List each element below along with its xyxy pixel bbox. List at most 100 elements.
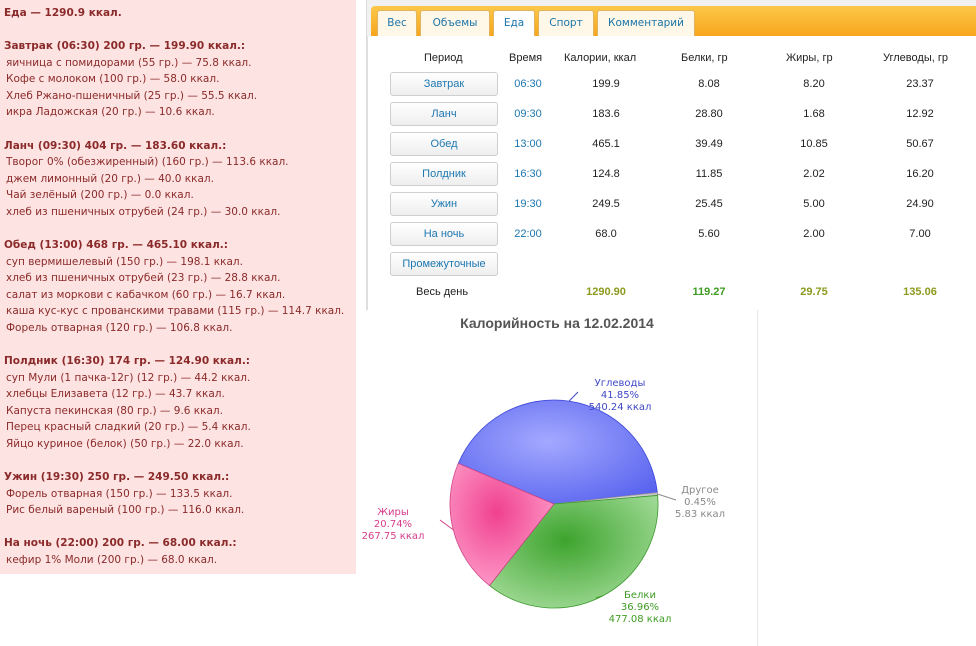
meal-title: Завтрак (06:30) 200 гр. — 199.90 ккал.: — [4, 40, 246, 53]
period-button-lunch[interactable]: Ланч — [390, 102, 498, 126]
leader-line-other — [657, 493, 677, 501]
tab-sport[interactable]: Спорт — [538, 10, 594, 36]
pie-slices — [449, 399, 659, 609]
meal-item: Перец красный сладкий (20 гр.) — 5.4 кка… — [6, 421, 251, 434]
food-summary: Еда — 1290.9 ккал. — [4, 7, 122, 19]
pie-slice-fat — [449, 462, 555, 587]
tabs-bar: Вес Объемы Еда Спорт Комментарий — [371, 6, 976, 36]
header-period: Период — [424, 52, 463, 64]
meal-item: хлеб из пшеничных отрубей (23 гр.) — 28.… — [6, 272, 281, 285]
pie-label-other-name: Другое — [681, 485, 719, 496]
carbs-cell: 7.00 — [909, 228, 931, 240]
calories-cell: 68.0 — [595, 228, 617, 240]
meal-item: яичница с помидорами (55 гр.) — 75.8 кка… — [6, 56, 252, 69]
tab-measurements[interactable]: Объемы — [420, 10, 490, 36]
meal-dinner: Обед (13:00) 468 гр. — 465.10 ккал.: суп… — [4, 237, 356, 336]
fat-cell: 2.00 — [803, 228, 825, 240]
meal-item: икра Ладожская (20 гр.) — 10.6 ккал. — [6, 106, 215, 119]
meal-item: Кофе с молоком (100 гр.) — 58.0 ккал. — [6, 73, 220, 86]
total-carbs: 135.06 — [903, 286, 937, 298]
protein-cell: 39.49 — [695, 138, 723, 150]
fat-cell: 8.20 — [803, 78, 825, 90]
pie-label-carbs-percent: 41.85% — [601, 390, 639, 401]
leader-line-protein — [595, 595, 604, 599]
carbs-cell: 12.92 — [906, 108, 934, 120]
meal-item: суп вермишелевый (150 гр.) — 198.1 ккал. — [6, 255, 243, 268]
fat-cell: 2.02 — [803, 168, 825, 180]
meal-lunch: Ланч (09:30) 404 гр. — 183.60 ккал.: Тво… — [4, 138, 356, 221]
meal-breakfast: Завтрак (06:30) 200 гр. — 199.90 ккал.: … — [4, 38, 356, 121]
meal-table: Период Время Калории, ккал Белки, гр Жир… — [367, 36, 976, 318]
calorie-pie-chart: Калорийность на 12.02.2014 Углеводы41.85… — [362, 315, 725, 625]
total-label: Весь день — [416, 286, 469, 298]
calories-cell: 124.8 — [592, 168, 620, 180]
time-cell: 19:30 — [514, 198, 542, 210]
pie-label-protein-percent: 36.96% — [621, 602, 659, 613]
leader-line-fat — [439, 519, 454, 531]
meal-item: хлеб из пшеничных отрубей (24 гр.) — 30.… — [6, 205, 281, 218]
carbs-cell: 50.67 — [906, 138, 934, 150]
time-cell: 09:30 — [514, 108, 542, 120]
meal-item: Рис белый вареный (100 гр.) — 116.0 ккал… — [6, 504, 245, 517]
period-button-breakfast[interactable]: Завтрак — [390, 72, 498, 96]
header-carbs: Углеводы, гр — [883, 52, 948, 64]
nutrition-panel: Вес Объемы Еда Спорт Комментарий Период … — [366, 0, 976, 318]
meal-item: Яйцо куриное (белок) (50 гр.) — 22.0 кка… — [6, 437, 244, 450]
meal-item: кефир 1% Моли (200 гр.) — 68.0 ккал. — [6, 553, 218, 566]
header-time: Время — [509, 52, 543, 64]
meal-title: Ланч (09:30) 404 гр. — 183.60 ккал.: — [4, 139, 227, 152]
protein-cell: 5.60 — [698, 228, 720, 240]
leader-line-carbs — [568, 391, 579, 402]
carbs-cell: 23.37 — [906, 78, 934, 90]
meal-item: джем лимонный (20 гр.) — 40.0 ккал. — [6, 172, 214, 185]
tab-food[interactable]: Еда — [493, 10, 535, 36]
time-cell: 16:30 — [514, 168, 542, 180]
pie-label-fat-kcal: 267.75 ккал — [362, 531, 425, 542]
period-button-night[interactable]: На ночь — [390, 222, 498, 246]
pie-label-protein-name: Белки — [624, 590, 656, 601]
meal-item: хлебцы Елизавета (12 гр.) — 43.7 ккал. — [6, 388, 225, 401]
meal-item: Чай зелёный (200 гр.) — 0.0 ккал. — [6, 189, 194, 202]
carbs-cell: 16.20 — [906, 168, 934, 180]
fat-cell: 5.00 — [803, 198, 825, 210]
pie-label-other-percent: 0.45% — [684, 497, 716, 508]
pie-label-carbs-name: Углеводы — [595, 378, 646, 389]
meal-night: На ночь (22:00) 200 гр. — 68.00 ккал.: к… — [4, 535, 356, 568]
chart-title: Калорийность на 12.02.2014 — [460, 315, 654, 331]
pie-label-protein-kcal: 477.08 ккал — [609, 614, 672, 625]
pie-label-fat-name: Жиры — [377, 507, 409, 518]
time-cell: 06:30 — [514, 78, 542, 90]
protein-cell: 8.08 — [698, 78, 720, 90]
tab-weight[interactable]: Вес — [377, 10, 417, 36]
time-cell: 13:00 — [514, 138, 542, 150]
period-button-supper[interactable]: Ужин — [390, 192, 498, 216]
meal-title: Полдник (16:30) 174 гр. — 124.90 ккал.: — [4, 355, 251, 368]
meal-item: Хлеб Ржано-пшеничный (25 гр.) — 55.5 кка… — [6, 89, 258, 102]
protein-cell: 25.45 — [695, 198, 723, 210]
period-button-snack[interactable]: Полдник — [390, 162, 498, 186]
calories-cell: 183.6 — [592, 108, 620, 120]
pie-label-fat-percent: 20.74% — [374, 519, 412, 530]
protein-cell: 28.80 — [695, 108, 723, 120]
time-cell: 22:00 — [514, 228, 542, 240]
pie-slice-carbs — [457, 399, 658, 505]
meal-title: Обед (13:00) 468 гр. — 465.10 ккал.: — [4, 239, 228, 252]
meal-title: Ужин (19:30) 250 гр. — 249.50 ккал.: — [4, 471, 230, 484]
header-protein: Белки, гр — [681, 52, 728, 64]
meal-item: Капуста пекинская (80 гр.) — 9.6 ккал. — [6, 404, 223, 417]
meal-item: Форель отварная (150 гр.) — 133.5 ккал. — [6, 487, 233, 500]
period-button-intermediate[interactable]: Промежуточные — [390, 252, 498, 276]
tab-comment[interactable]: Комментарий — [597, 10, 695, 36]
calories-cell: 199.9 — [592, 78, 620, 90]
meal-item: суп Мули (1 пачка-12г) (12 гр.) — 44.2 к… — [6, 371, 251, 384]
fat-cell: 10.85 — [800, 138, 828, 150]
meal-item: Творог 0% (обезжиренный) (160 гр.) — 113… — [6, 156, 289, 169]
period-button-dinner[interactable]: Обед — [390, 132, 498, 156]
calories-cell: 465.1 — [592, 138, 620, 150]
meal-item: Форель отварная (120 гр.) — 106.8 ккал. — [6, 321, 233, 334]
meal-title: На ночь (22:00) 200 гр. — 68.00 ккал.: — [4, 537, 237, 550]
header-calories: Калории, ккал — [564, 52, 637, 64]
fat-cell: 1.68 — [803, 108, 825, 120]
carbs-cell: 24.90 — [906, 198, 934, 210]
